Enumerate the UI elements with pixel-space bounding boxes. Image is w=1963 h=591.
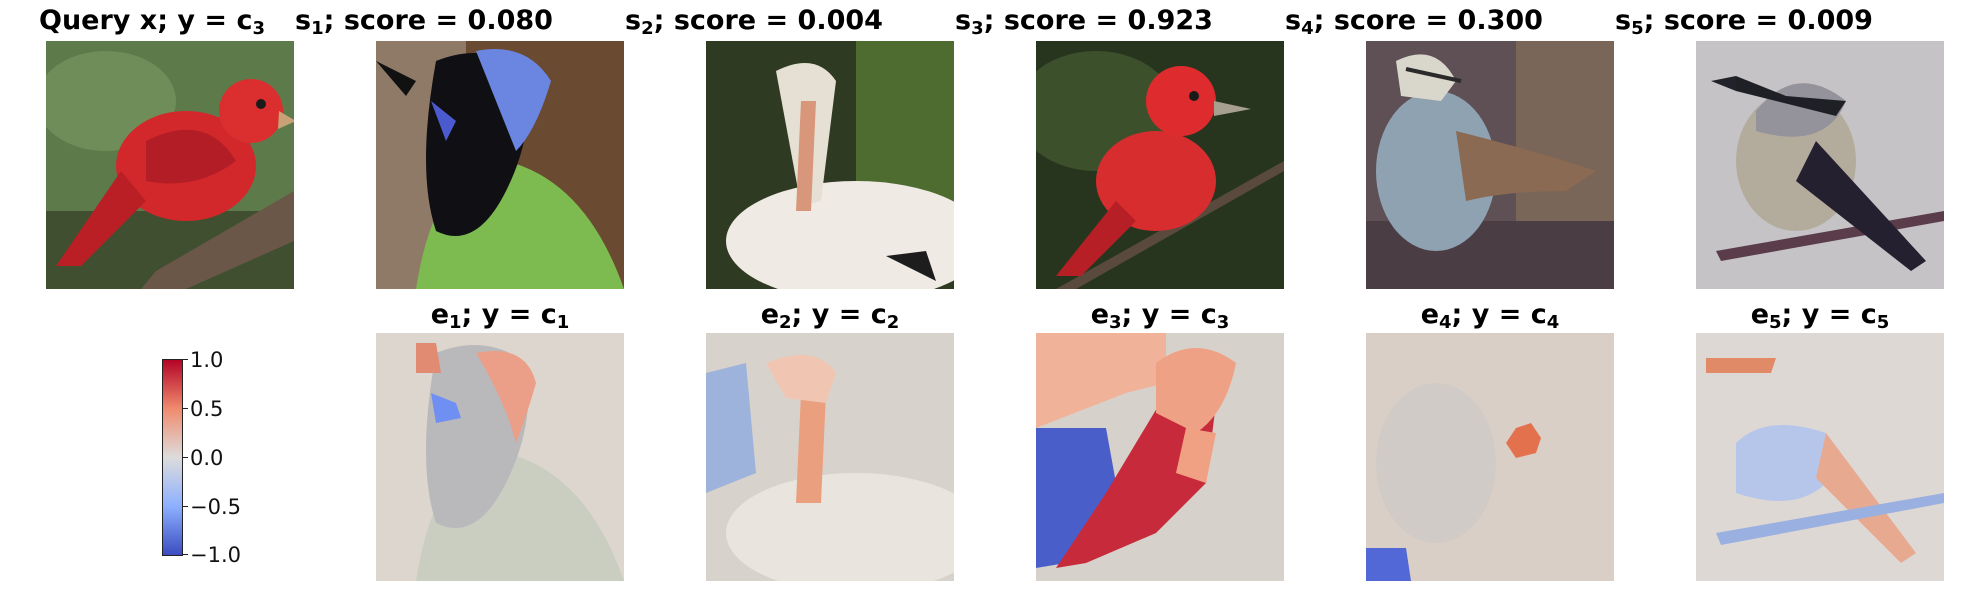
sample-1-title-prefix: s (295, 5, 312, 36)
sample-4-image (1366, 41, 1614, 289)
explanation-1-title-sub: 1 (449, 312, 462, 333)
sample-2-title-suffix: ; score = 0.004 (653, 5, 883, 36)
sample-4-title-sub: 4 (1301, 18, 1314, 39)
sample-2-title: s2; score = 0.004 (589, 6, 919, 44)
sample-5-title-suffix: ; score = 0.009 (1643, 5, 1873, 36)
explanation-5-title-prefix: e (1750, 299, 1769, 330)
explanation-3-title-sub: 3 (1109, 312, 1122, 333)
explanation-5-title-sub2: 5 (1876, 312, 1890, 333)
explanation-5-heatmap (1696, 333, 1944, 581)
colorbar-tick (182, 408, 188, 409)
sample-5-image (1696, 41, 1944, 289)
explanation-4-heatmap (1366, 333, 1614, 581)
colorbar-tick (182, 506, 188, 507)
colorbar-tick-label: 0.0 (190, 446, 224, 470)
explanation-1-title: e1; y = c1 (335, 300, 665, 338)
sample-3-title-sub: 3 (971, 18, 984, 39)
explanation-3-title-sub2: 3 (1216, 312, 1230, 333)
sample-5-title-prefix: s (1615, 5, 1632, 36)
query-image (46, 41, 294, 289)
sample-5-title-sub: 5 (1631, 18, 1644, 39)
explanation-2-title-sub: 2 (779, 312, 792, 333)
sample-4-title-suffix: ; score = 0.300 (1313, 5, 1543, 36)
explanation-5-title: e5; y = c5 (1655, 300, 1963, 338)
sample-3-title-suffix: ; score = 0.923 (983, 5, 1213, 36)
sample-3-title-prefix: s (955, 5, 972, 36)
colorbar-tick (182, 554, 188, 555)
explanation-1-title-mid: ; y = c (461, 299, 557, 330)
explanation-3-heatmap (1036, 333, 1284, 581)
explanation-2-heatmap (706, 333, 954, 581)
sample-1-title-sub: 1 (311, 18, 324, 39)
sample-3-title: s3; score = 0.923 (919, 6, 1249, 44)
explanation-1-heatmap (376, 333, 624, 581)
sample-1-image (376, 41, 624, 289)
explanation-2-title: e2; y = c2 (665, 300, 995, 338)
sample-2-title-prefix: s (625, 5, 642, 36)
sample-5-title: s5; score = 0.009 (1579, 6, 1909, 44)
explanation-4-title-sub: 4 (1439, 312, 1452, 333)
colorbar-tick (182, 359, 188, 360)
colorbar-tick-label: −0.5 (190, 495, 241, 519)
query-title: Query x; y = c3 (0, 6, 317, 44)
explanation-1-title-sub2: 1 (556, 312, 570, 333)
sample-2-title-sub: 2 (641, 18, 654, 39)
explanation-3-title-prefix: e (1090, 299, 1109, 330)
explanation-5-title-sub: 5 (1769, 312, 1782, 333)
sample-1-title: s1; score = 0.080 (259, 6, 589, 44)
sample-4-title: s4; score = 0.300 (1249, 6, 1579, 44)
sample-4-title-prefix: s (1285, 5, 1302, 36)
explanation-4-title-prefix: e (1420, 299, 1439, 330)
explanation-2-title-mid: ; y = c (791, 299, 887, 330)
sample-3-image (1036, 41, 1284, 289)
explanation-4-title-sub2: 4 (1546, 312, 1560, 333)
query-title-text: Query x; y = c (39, 5, 253, 36)
colorbar-tick-label: 0.5 (190, 397, 224, 421)
colorbar-tick (182, 457, 188, 458)
explanation-3-title-mid: ; y = c (1121, 299, 1217, 330)
explanation-2-title-prefix: e (760, 299, 779, 330)
query-title-sub: 3 (252, 18, 265, 39)
explanation-4-title: e4; y = c4 (1325, 300, 1655, 338)
explanation-2-title-sub2: 2 (886, 312, 900, 333)
colorbar-gradient (162, 359, 183, 556)
explanation-3-title: e3; y = c3 (995, 300, 1325, 338)
explanation-4-title-mid: ; y = c (1451, 299, 1547, 330)
sample-2-image (706, 41, 954, 289)
explanation-1-title-prefix: e (430, 299, 449, 330)
explanation-5-title-mid: ; y = c (1781, 299, 1877, 330)
colorbar-tick-label: −1.0 (190, 543, 241, 567)
sample-1-title-suffix: ; score = 0.080 (323, 5, 553, 36)
colorbar-tick-label: 1.0 (190, 348, 224, 372)
